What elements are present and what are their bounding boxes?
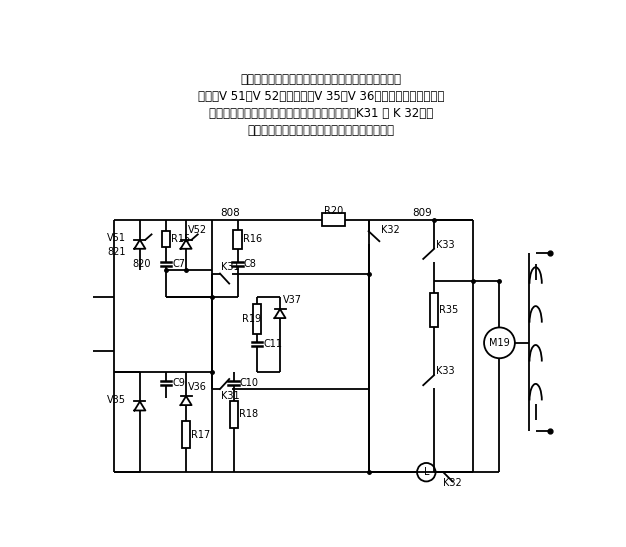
Bar: [253, 304, 261, 334]
Text: K33: K33: [436, 240, 455, 250]
Text: R16: R16: [243, 234, 262, 245]
Text: K33: K33: [436, 366, 455, 376]
Text: R20: R20: [324, 206, 344, 216]
Text: K32: K32: [381, 225, 399, 235]
Text: R18: R18: [239, 409, 259, 419]
Text: 808: 808: [220, 208, 240, 218]
Text: R19: R19: [242, 314, 260, 324]
Text: R15: R15: [172, 234, 191, 244]
Bar: [430, 293, 438, 328]
Text: 809: 809: [413, 208, 433, 218]
Text: V52: V52: [188, 225, 207, 235]
Bar: [230, 400, 238, 428]
Text: 所示为晶闸管单相桥式半控整流主电路。从图中可以: 所示为晶闸管单相桥式半控整流主电路。从图中可以: [240, 73, 401, 86]
Text: 改变电压的正负极，从而改变电机的旋转方向。: 改变电压的正负极，从而改变电机的旋转方向。: [247, 124, 394, 137]
Text: C11: C11: [263, 339, 282, 350]
Bar: [322, 213, 346, 226]
Text: K31: K31: [222, 391, 240, 401]
Text: C9: C9: [172, 378, 185, 388]
Bar: [233, 230, 242, 249]
Text: M19: M19: [489, 338, 510, 348]
Text: C7: C7: [172, 259, 185, 269]
Bar: [182, 421, 190, 449]
Bar: [162, 231, 170, 247]
Text: 821: 821: [108, 247, 126, 257]
Text: 式半控整流电路，采用调压调速，控制电动机，K31 和 K 32可以: 式半控整流电路，采用调压调速，控制电动机，K31 和 K 32可以: [208, 107, 433, 120]
Text: C10: C10: [240, 378, 259, 388]
Text: V37: V37: [283, 295, 302, 305]
Text: L: L: [424, 467, 429, 477]
Text: 看出，V 51和V 52为晶闸管，V 35和V 36为二极管，构成单相桥: 看出，V 51和V 52为晶闸管，V 35和V 36为二极管，构成单相桥: [198, 90, 444, 103]
Text: R35: R35: [439, 305, 459, 315]
Text: C8: C8: [244, 259, 257, 269]
Text: K32: K32: [443, 478, 462, 488]
Text: 820: 820: [132, 259, 151, 269]
Text: R17: R17: [192, 430, 211, 440]
Text: V51: V51: [107, 233, 126, 243]
Text: V36: V36: [188, 382, 207, 393]
Text: V35: V35: [107, 395, 126, 405]
Text: K31: K31: [222, 261, 240, 272]
